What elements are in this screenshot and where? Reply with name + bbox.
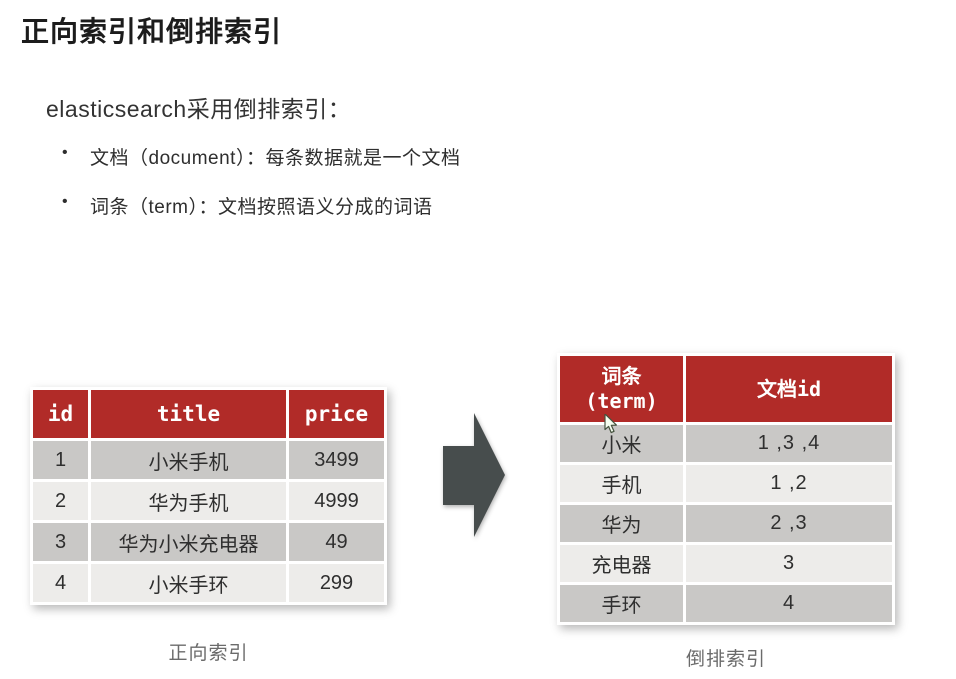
page-title: 正向索引和倒排索引 <box>21 16 283 47</box>
table-cell-price: 3499 <box>289 441 384 479</box>
column-header-id: id <box>33 390 88 438</box>
table-cell-id: 2 <box>33 482 88 520</box>
table-cell-price: 299 <box>289 564 384 602</box>
table-cell-term: 手环 <box>560 585 683 622</box>
column-header-term-line1: 词条 <box>601 364 642 388</box>
column-header-price: price <box>289 390 384 438</box>
inverted-index-caption: 倒排索引 <box>685 649 766 670</box>
table-cell-docs: 2 ,3 <box>686 505 892 542</box>
table-cell-id: 1 <box>33 441 88 479</box>
forward-index-caption: 正向索引 <box>168 643 249 664</box>
table-cell-term: 华为 <box>560 505 683 542</box>
table-cell-docs: 4 <box>686 585 892 622</box>
right-block-arrow-icon <box>443 413 505 537</box>
subtitle: elasticsearch采用倒排索引： <box>46 96 352 122</box>
mouse-pointer-icon <box>604 413 619 435</box>
column-header-title: title <box>91 390 286 438</box>
forward-index-table: id title price 1 小米手机 3499 2 华为手机 4999 3… <box>30 387 387 605</box>
table-cell-price: 4999 <box>289 482 384 520</box>
table-cell-term: 手机 <box>560 465 683 502</box>
table-cell-id: 4 <box>33 564 88 602</box>
table-cell-id: 3 <box>33 523 88 561</box>
table-cell-title: 华为小米充电器 <box>91 523 286 561</box>
bullet-item-term: 词条（term）：文档按照语义分成的词语 <box>62 192 460 219</box>
inverted-index-table: 词条 (term) 文档id 小米 1 ,3 ,4 手机 1 ,2 华为 2 ,… <box>557 353 895 625</box>
table-cell-term: 充电器 <box>560 545 683 582</box>
table-cell-docs: 1 ,3 ,4 <box>686 425 892 462</box>
bullet-list: 文档（document）：每条数据就是一个文档 词条（term）：文档按照语义分… <box>62 143 460 241</box>
table-cell-title: 小米手机 <box>91 441 286 479</box>
table-cell-docs: 1 ,2 <box>686 465 892 502</box>
bullet-item-document: 文档（document）：每条数据就是一个文档 <box>62 143 460 170</box>
table-cell-docs: 3 <box>686 545 892 582</box>
table-cell-term: 小米 <box>560 425 683 462</box>
column-header-term: 词条 (term) <box>560 356 683 422</box>
table-cell-title: 华为手机 <box>91 482 286 520</box>
column-header-docid: 文档id <box>686 356 892 422</box>
table-cell-price: 49 <box>289 523 384 561</box>
column-header-term-line2: (term) <box>585 389 658 413</box>
table-cell-title: 小米手环 <box>91 564 286 602</box>
